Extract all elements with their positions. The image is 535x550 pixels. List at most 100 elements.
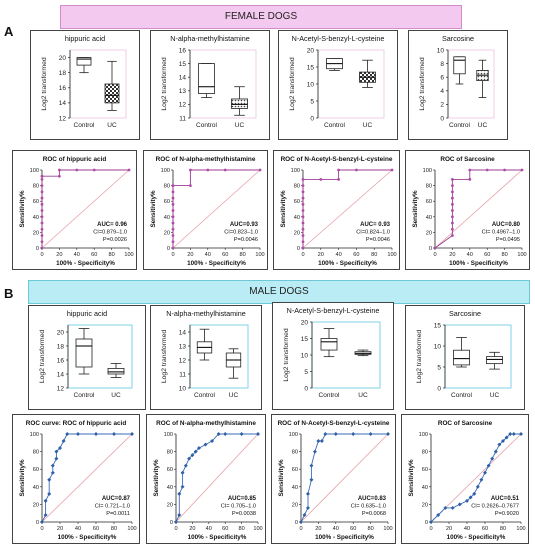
x-category-label: UC: [358, 392, 368, 399]
y-tick-label: 16: [57, 357, 65, 364]
roc-annotation: CI= 0.705–1.0: [221, 504, 256, 510]
box-control: [76, 57, 92, 74]
roc-point: [301, 184, 305, 187]
roc-point: [223, 168, 227, 172]
roc-point: [520, 168, 524, 172]
x-category-label: Control: [451, 392, 473, 399]
y-tick-label: 20: [57, 329, 65, 336]
x-tick-label: 40: [205, 252, 211, 258]
x-tick-label: 100: [516, 526, 525, 532]
chart-frame: [272, 302, 394, 410]
roc-point: [429, 520, 433, 524]
x-category-label: Control: [74, 122, 96, 129]
y-tick-label: 0: [304, 385, 308, 392]
chart-title: hippuric acid: [67, 309, 107, 318]
roc-annotation: CI=0.879–1.0: [93, 230, 127, 236]
y-tick-label: 100: [30, 432, 39, 438]
y-tick-label: 20: [422, 502, 428, 508]
roc-point: [301, 227, 305, 231]
y-axis-label: Log2 transformed: [289, 57, 296, 110]
y-tick-label: 0: [429, 246, 432, 252]
x-tick-label: 60: [91, 252, 97, 258]
x-axis-label: 100% - Specificity%: [187, 260, 246, 267]
roc-point: [40, 520, 44, 524]
roc-point: [58, 446, 62, 451]
y-tick-label: 0: [297, 246, 300, 252]
f-roc-4-chart: ROC of Sarcosine 0 20 40 60 80 100 0 20 40 60 80 100…: [405, 150, 530, 270]
f-box-1-chart: hippuric acid 12 14 16 18 20 Log2 transformed C…: [30, 30, 140, 140]
x-tick-label: 60: [222, 526, 228, 532]
chart-frame: [30, 30, 140, 140]
roc-point: [301, 202, 305, 206]
x-tick-label: 100: [124, 252, 133, 258]
roc-annotation: AUC= 0.93: [360, 222, 391, 228]
chart-title: ROC of N-alpha-methylhistamine: [156, 156, 256, 163]
x-tick-label: 40: [74, 252, 80, 258]
roc-point: [468, 168, 472, 172]
panel-letter-a: A: [4, 24, 14, 39]
roc-point: [171, 190, 175, 194]
y-tick-label: 15: [307, 64, 315, 71]
roc-point: [301, 190, 305, 194]
x-tick-label: 20: [446, 526, 452, 532]
y-tick-label: 0: [425, 520, 428, 526]
roc-annotation: AUC=0.80: [492, 222, 521, 228]
roc-point: [319, 177, 323, 181]
x-axis-label: 100% - Specificity%: [449, 260, 508, 267]
y-tick-label: 20: [33, 502, 39, 508]
y-tick-label: 100: [291, 168, 300, 174]
y-tick-label: 60: [33, 467, 39, 473]
y-axis-label: Log2 transformed: [161, 57, 168, 110]
roc-annotation: P=0.0046: [366, 237, 390, 243]
y-tick-label: 16: [59, 85, 67, 92]
x-tick-label: 60: [222, 252, 228, 258]
male-dogs-banner: MALE DOGS: [28, 280, 530, 304]
y-tick-label: 40: [164, 215, 170, 221]
roc-point: [40, 177, 44, 181]
reference-diagonal: [172, 169, 261, 249]
x-tick-label: 20: [318, 252, 324, 258]
y-tick-label: 2: [440, 102, 444, 109]
box-control: [320, 328, 338, 358]
roc-point: [40, 227, 44, 231]
roc-point: [301, 234, 305, 237]
roc-point: [355, 168, 358, 172]
roc-point: [171, 234, 175, 237]
roc-point: [171, 196, 175, 200]
x-tick-label: 0: [40, 252, 43, 258]
x-tick-label: 0: [433, 252, 436, 258]
x-tick-label: 100: [127, 526, 136, 532]
y-tick-label: 40: [292, 485, 298, 491]
roc-point: [472, 491, 477, 496]
x-category-label: UC: [229, 392, 239, 399]
y-tick-label: 15: [434, 322, 442, 329]
roc-annotation: CI= 0.721–1.0: [95, 504, 130, 510]
y-tick-label: 0: [437, 385, 441, 392]
box-uc: [359, 59, 376, 88]
y-tick-label: 15: [179, 61, 187, 68]
roc-curve: [300, 433, 388, 523]
roc-point: [443, 505, 448, 510]
roc-curve: [434, 169, 522, 249]
y-tick-label: 100: [289, 432, 298, 438]
y-tick-label: 10: [434, 343, 442, 350]
roc-point: [40, 174, 44, 178]
x-tick-label: 100: [387, 252, 396, 258]
roc-point: [503, 168, 506, 172]
y-tick-label: 14: [59, 100, 67, 107]
roc-point: [92, 168, 96, 172]
chart-frame: [150, 305, 262, 410]
y-tick-label: 11: [179, 115, 186, 122]
x-axis-label: 100% - Specificity%: [58, 534, 117, 541]
y-tick-label: 0: [36, 246, 39, 252]
x-axis-label: 100% - Specificity%: [315, 534, 374, 541]
x-category-label: UC: [363, 122, 373, 129]
f-roc-2-chart: ROC of N-alpha-methylhistamine 0 20 40 60 80 1…: [143, 150, 268, 270]
y-tick-label: 80: [164, 184, 170, 190]
roc-point: [451, 190, 454, 194]
female-dogs-banner: FEMALE DOGS: [60, 5, 462, 29]
chart-title: ROC of Sarcosine: [440, 156, 495, 163]
roc-point: [54, 456, 59, 461]
x-axis-label: 100% - Specificity%: [56, 260, 115, 267]
roc-point: [390, 168, 394, 172]
